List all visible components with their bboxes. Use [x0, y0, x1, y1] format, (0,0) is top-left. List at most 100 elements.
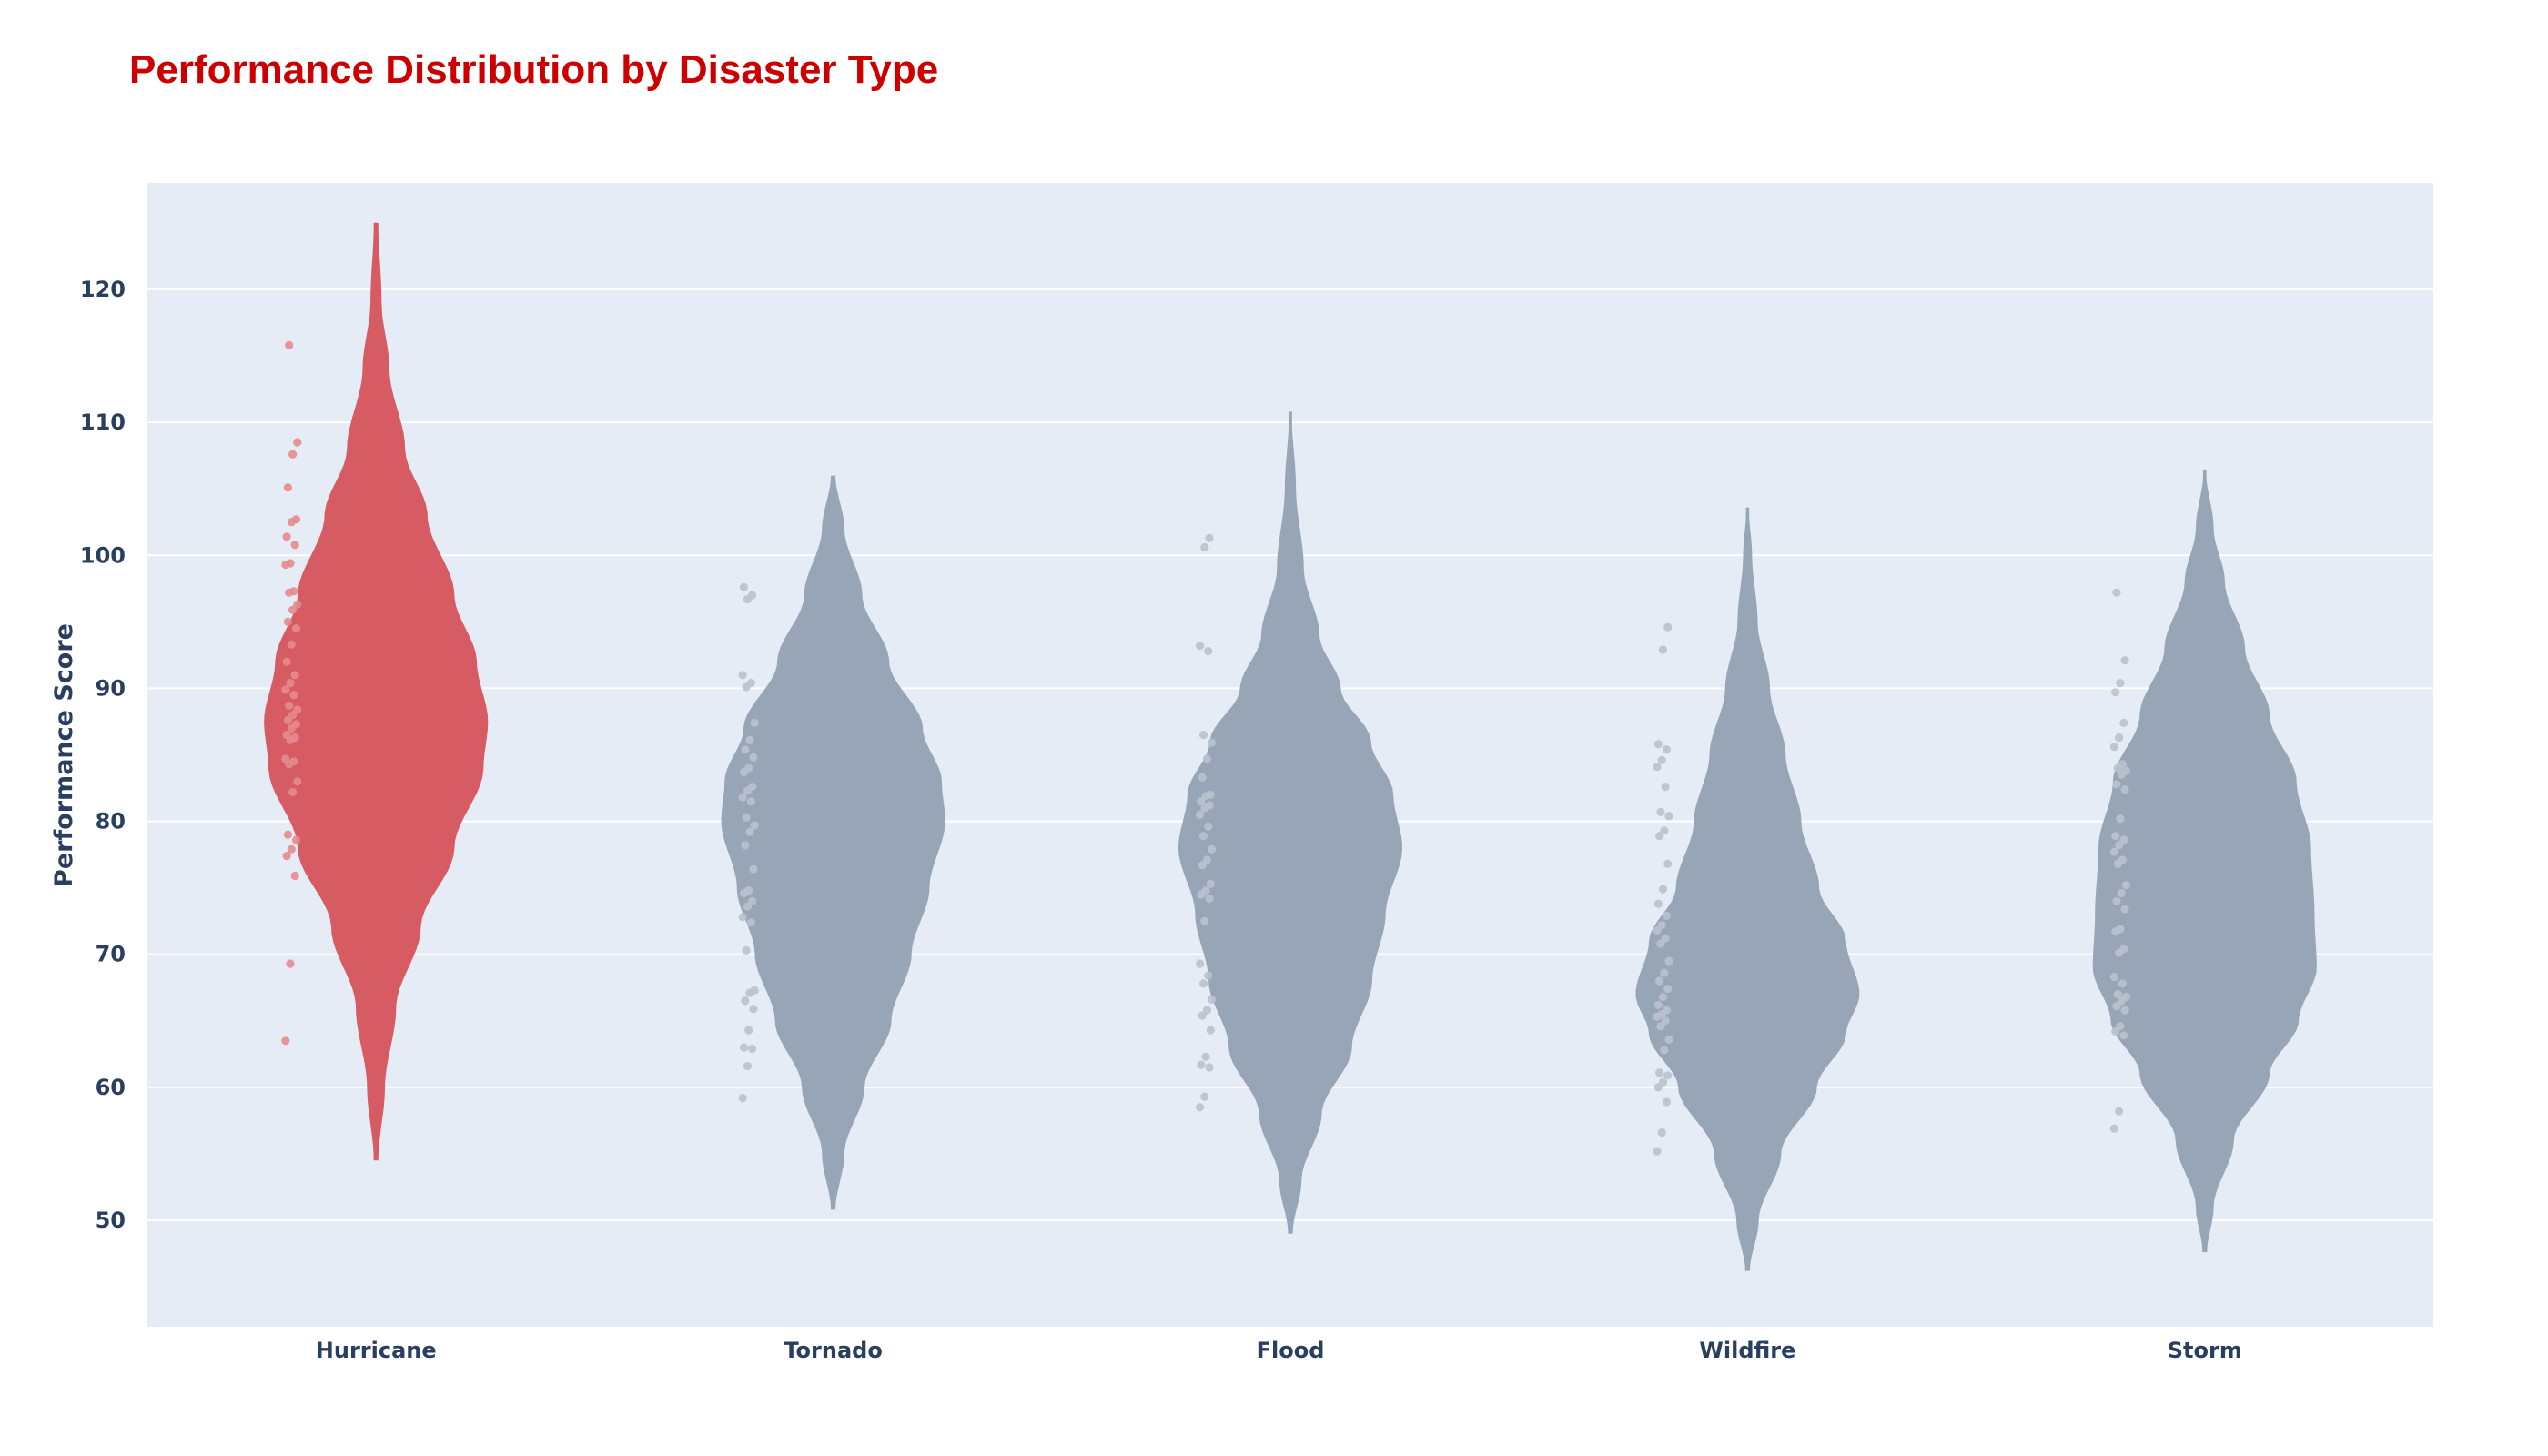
point-flood [1202, 754, 1211, 763]
point-wildfire [1664, 812, 1673, 821]
point-tornado [744, 886, 753, 895]
point-flood [1198, 979, 1208, 988]
point-storm [2119, 718, 2128, 728]
point-tornado [741, 841, 750, 850]
point-wildfire [1662, 1006, 1671, 1015]
point-wildfire [1653, 1147, 1662, 1156]
point-tornado [745, 735, 754, 745]
point-storm [2116, 1022, 2125, 1031]
point-hurricane [293, 600, 302, 609]
y-tick-label: 60 [96, 1075, 126, 1100]
point-flood [1205, 533, 1214, 542]
y-tick-label: 100 [80, 542, 126, 568]
point-hurricane [288, 787, 298, 797]
point-tornado [738, 793, 747, 802]
point-wildfire [1660, 826, 1669, 835]
point-storm [2111, 688, 2120, 697]
violin-tornado[interactable] [721, 475, 945, 1210]
point-hurricane [290, 733, 299, 743]
point-tornado [750, 821, 759, 830]
violin-hurricane[interactable] [264, 222, 489, 1161]
point-tornado [750, 718, 759, 728]
y-tick-label: 80 [96, 809, 126, 834]
point-wildfire [1658, 1077, 1668, 1087]
point-storm [2109, 847, 2118, 856]
point-storm [2117, 888, 2126, 898]
point-flood [1201, 1052, 1210, 1061]
point-wildfire [1663, 859, 1673, 869]
point-tornado [749, 1005, 758, 1014]
point-storm [2121, 992, 2130, 1002]
point-wildfire [1662, 1097, 1671, 1107]
point-flood [1198, 832, 1208, 841]
violin-storm[interactable] [2092, 470, 2317, 1253]
point-hurricane [286, 679, 295, 688]
point-wildfire [1661, 783, 1670, 792]
point-flood [1198, 773, 1207, 782]
point-hurricane [290, 871, 299, 881]
point-storm [2112, 780, 2121, 789]
point-hurricane [288, 711, 298, 720]
point-wildfire [1656, 1022, 1665, 1031]
point-storm [2121, 766, 2130, 775]
point-flood [1206, 879, 1215, 888]
point-flood [1208, 995, 1217, 1004]
point-hurricane [282, 657, 291, 666]
point-tornado [742, 813, 751, 822]
point-tornado [738, 1094, 747, 1103]
data-points [281, 340, 2130, 1156]
point-flood [1205, 894, 1214, 904]
point-storm [2115, 841, 2124, 850]
violin-flood[interactable] [1178, 411, 1402, 1234]
y-tick-label: 120 [80, 277, 126, 302]
point-flood [1208, 844, 1217, 854]
point-hurricane [290, 671, 299, 680]
point-wildfire [1660, 1046, 1669, 1055]
violin-wildfire[interactable] [1635, 507, 1860, 1271]
point-storm [2116, 814, 2125, 824]
point-storm [2119, 835, 2128, 844]
point-tornado [738, 671, 747, 680]
point-hurricane [281, 685, 290, 694]
point-flood [1202, 855, 1211, 864]
point-hurricane [286, 959, 295, 968]
point-storm [2115, 1107, 2124, 1116]
point-flood [1208, 738, 1217, 747]
point-hurricane [286, 559, 295, 568]
point-hurricane [287, 844, 296, 854]
point-flood [1200, 916, 1209, 925]
point-wildfire [1657, 921, 1666, 930]
point-tornado [746, 918, 755, 927]
point-hurricane [291, 835, 301, 844]
y-tick-label: 70 [96, 942, 126, 967]
point-tornado [748, 783, 757, 792]
point-wildfire [1661, 934, 1670, 943]
point-flood [1196, 642, 1205, 651]
point-flood [1200, 542, 1209, 552]
point-tornado [749, 864, 758, 874]
point-tornado [744, 1026, 753, 1035]
y-axis-title: Performance Score [50, 623, 78, 887]
point-flood [1196, 959, 1205, 968]
point-storm [2120, 905, 2129, 914]
point-wildfire [1663, 985, 1673, 994]
point-storm [2109, 1124, 2118, 1133]
point-wildfire [1663, 1071, 1673, 1080]
point-flood [1197, 1060, 1206, 1069]
point-wildfire [1655, 976, 1664, 986]
point-storm [2118, 855, 2128, 864]
point-wildfire [1653, 740, 1663, 749]
point-hurricane [281, 754, 290, 763]
point-storm [2111, 832, 2120, 841]
violins [264, 222, 2317, 1271]
x-category-label: Wildfire [1699, 1338, 1795, 1363]
point-storm [2120, 784, 2129, 794]
point-tornado [748, 591, 757, 600]
point-wildfire [1653, 899, 1663, 908]
point-storm [2120, 1006, 2129, 1015]
point-wildfire [1660, 968, 1669, 977]
x-category-label: Tornado [784, 1338, 882, 1363]
y-axis-ticks: 50 60 70 80 90 100 110 120 [80, 277, 126, 1233]
point-flood [1204, 971, 1213, 980]
point-hurricane [283, 830, 292, 839]
